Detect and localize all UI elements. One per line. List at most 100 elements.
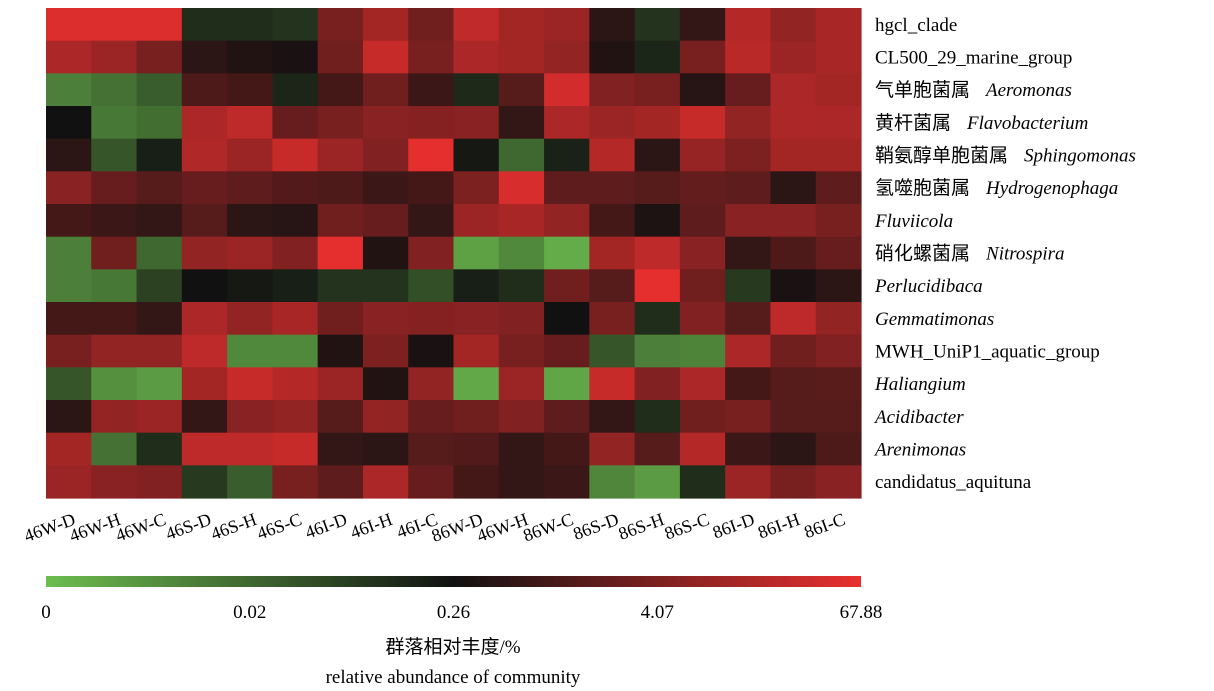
heatmap-cell (181, 204, 228, 238)
heatmap-cell (725, 367, 772, 401)
heatmap-cell (317, 171, 364, 205)
heatmap-cell (725, 334, 772, 368)
heatmap-cell (317, 138, 364, 172)
heatmap-cell (498, 73, 545, 107)
heatmap-cell (589, 269, 636, 303)
heatmap-cell (136, 302, 183, 336)
row-label: Haliangium (874, 374, 966, 395)
row-label-latin: Flavobacterium (966, 113, 1088, 134)
heatmap-cell (91, 204, 138, 238)
heatmap-cell (679, 367, 726, 401)
heatmap-cell (498, 269, 545, 303)
colorbar-tick-labels: 0 0.02 0.26 4.07 67.88 (41, 602, 882, 623)
column-label: 46I-H (348, 509, 395, 543)
heatmap-cell (272, 106, 319, 140)
heatmap-cell (408, 204, 455, 238)
heatmap-cell (136, 465, 183, 499)
column-label: 46S-D (163, 509, 214, 544)
heatmap-cell (136, 171, 183, 205)
heatmap-cell (136, 138, 183, 172)
column-label: 86I-D (710, 509, 757, 543)
heatmap-cell (634, 334, 681, 368)
heatmap-cell (815, 432, 862, 466)
row-label-zh: 鞘氨醇单胞菌属 (875, 145, 1008, 167)
heatmap-cell (227, 138, 273, 172)
column-label: 46S-C (254, 509, 304, 544)
heatmap-cell (181, 269, 228, 303)
heatmap-cell (544, 138, 590, 172)
heatmap-cell (408, 400, 455, 434)
heatmap-cell (544, 400, 590, 434)
heatmap-cell (679, 171, 726, 205)
heatmap-cell (46, 334, 92, 368)
heatmap-cell (317, 302, 364, 336)
heatmap-cell (453, 40, 500, 74)
row-label: 气单胞菌属 Aeromonas (875, 79, 1072, 101)
heatmap-cell (227, 171, 273, 205)
heatmap-cell (408, 367, 455, 401)
heatmap-cell (227, 73, 273, 107)
heatmap-cell (46, 269, 92, 303)
heatmap-cell (46, 138, 92, 172)
heatmap-cell (227, 236, 273, 270)
heatmap-cell (136, 236, 183, 270)
heatmap-cell (498, 106, 545, 140)
heatmap-cell (362, 204, 409, 238)
heatmap-cell (453, 73, 500, 107)
heatmap-cell (770, 465, 817, 499)
heatmap-cell (498, 367, 545, 401)
heatmap-cell (272, 367, 319, 401)
heatmap-cell (589, 8, 636, 42)
column-label: 86S-D (570, 509, 621, 544)
heatmap-cell (136, 40, 183, 74)
row-label: Acidibacter (873, 407, 964, 428)
heatmap-cell (634, 73, 681, 107)
heatmap-cell (317, 40, 364, 74)
heatmap-cell (453, 367, 500, 401)
heatmap-cell (634, 432, 681, 466)
heatmap-cell (272, 73, 319, 107)
heatmap-cell (544, 171, 590, 205)
heatmap-cell (46, 204, 92, 238)
colorbar (46, 576, 861, 587)
heatmap-cell (317, 269, 364, 303)
row-label-latin: Hydrogenophaga (985, 178, 1118, 199)
heatmap-cell (453, 171, 500, 205)
heatmap-cell (679, 400, 726, 434)
heatmap-cell (589, 465, 636, 499)
heatmap-cell (453, 400, 500, 434)
heatmap-cell (362, 400, 409, 434)
heatmap-cell (815, 400, 862, 434)
heatmap-cell (136, 106, 183, 140)
heatmap-cell (679, 334, 726, 368)
heatmap-cell (408, 334, 455, 368)
heatmap-cell (815, 138, 862, 172)
heatmap-cell (136, 432, 183, 466)
heatmap-cell (136, 269, 183, 303)
heatmap-cell (679, 432, 726, 466)
heatmap-cell (498, 40, 545, 74)
heatmap-cell (136, 334, 183, 368)
heatmap-cell (46, 465, 92, 499)
heatmap-cell (725, 400, 772, 434)
column-label: 86S-C (662, 509, 712, 544)
heatmap-cell (679, 302, 726, 336)
heatmap-cell (589, 236, 636, 270)
heatmap-cell (408, 465, 455, 499)
heatmap-cell (589, 400, 636, 434)
heatmap-cell (362, 8, 409, 42)
heatmap-cell (46, 400, 92, 434)
row-label: 硝化螺菌属 Nitrospira (875, 243, 1065, 265)
heatmap-cell (589, 302, 636, 336)
heatmap-cell (544, 40, 590, 74)
heatmap-cell (634, 269, 681, 303)
row-label-zh: 氢噬胞菌属 (875, 177, 970, 199)
heatmap-cell (544, 236, 590, 270)
heatmap-cell (815, 40, 862, 74)
heatmap-cell (725, 236, 772, 270)
heatmap-cell (408, 73, 455, 107)
heatmap-cell (815, 106, 862, 140)
row-label-zh: 气单胞菌属 (875, 79, 970, 101)
heatmap-cell (634, 236, 681, 270)
heatmap-cell (227, 400, 273, 434)
